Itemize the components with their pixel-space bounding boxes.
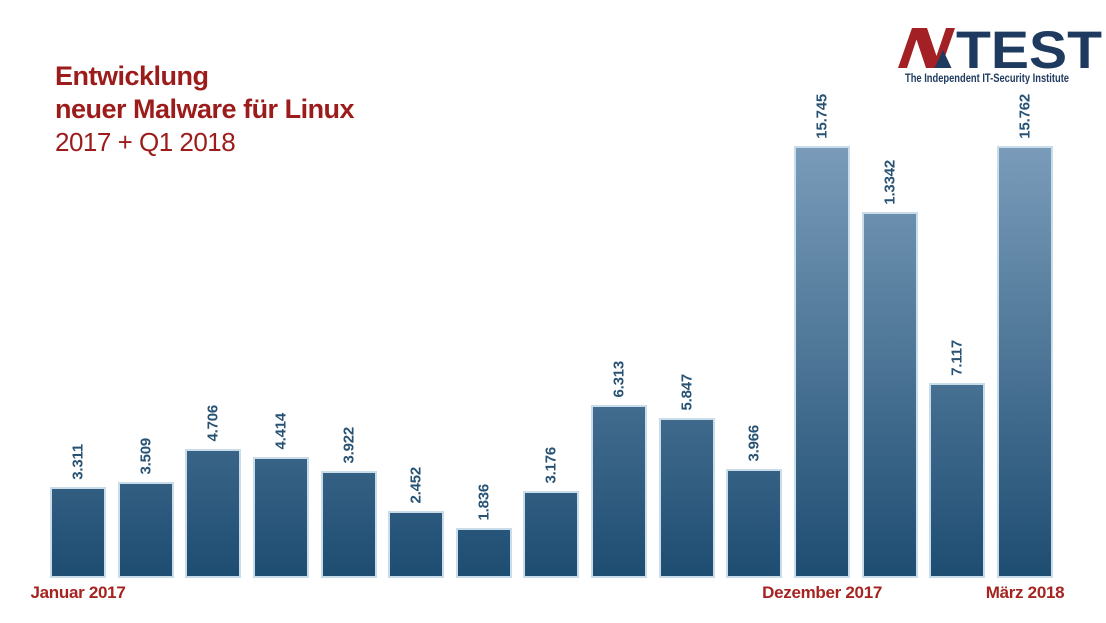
x-axis-label: März 2018 xyxy=(985,583,1065,602)
bar xyxy=(726,469,783,578)
bar-column: 4.706 xyxy=(185,405,242,578)
x-axis-label: Dezember 2017 xyxy=(762,583,883,602)
bar-value-label: 15.745 xyxy=(813,94,831,139)
bar-value-label: 4.706 xyxy=(204,405,222,442)
bar-value-label: 3.509 xyxy=(137,438,155,475)
avtest-logo-mark-av xyxy=(898,28,955,68)
bar-column: 5.847 xyxy=(658,374,715,578)
bar-column: 3.311 xyxy=(50,444,106,578)
bar xyxy=(252,457,309,578)
bar xyxy=(996,146,1053,578)
bar-column: 3.176 xyxy=(523,447,580,578)
bar xyxy=(794,146,851,578)
bar-value-label: 1.3342 xyxy=(881,160,899,205)
bar xyxy=(320,471,377,578)
bar xyxy=(929,383,986,578)
bar-column: 1.3342 xyxy=(861,160,918,578)
avtest-logo-tagline: The Independent IT-Security Institute xyxy=(905,71,1069,84)
bar xyxy=(591,405,648,578)
bar xyxy=(185,449,242,578)
chart-title-line-1: Entwicklung xyxy=(55,61,209,91)
avtest-logo-text: TEST xyxy=(956,26,1102,80)
bar-column: 1.836 xyxy=(455,484,512,578)
bar xyxy=(117,482,174,578)
chart-title: Entwicklung neuer Malware für Linux 2017… xyxy=(55,60,355,159)
bar-column: 3.509 xyxy=(117,438,174,578)
bar-column: 7.117 xyxy=(929,340,986,578)
bar-column: 6.313 xyxy=(591,361,648,578)
bar xyxy=(861,212,918,578)
bar-chart: 3.311 3.509 4.706 4.414 3.922 2.452 1.836 3.176… xyxy=(31,94,1065,602)
bar-column: 2.452 xyxy=(388,467,445,578)
bar-value-label: 3.922 xyxy=(340,427,358,464)
bar-value-label: 3.966 xyxy=(745,425,763,462)
x-axis-label: Januar 2017 xyxy=(30,583,126,602)
bar-column: 3.922 xyxy=(320,427,377,578)
chart-title-line-3: 2017 + Q1 2018 xyxy=(55,127,236,157)
bar-column: 15.745 xyxy=(794,94,851,578)
bar-value-label: 6.313 xyxy=(610,361,628,398)
bar xyxy=(388,511,445,578)
bar-value-label: 7.117 xyxy=(948,340,966,376)
bar-value-label: 4.414 xyxy=(272,413,290,450)
bar-value-label: 1.836 xyxy=(475,484,493,521)
bar-value-label: 2.452 xyxy=(407,467,425,504)
bar-value-label: 15.762 xyxy=(1016,94,1034,139)
bar xyxy=(50,487,106,578)
bar xyxy=(523,491,580,578)
bar-column: 4.414 xyxy=(252,413,309,578)
bar-value-label: 3.176 xyxy=(542,447,560,484)
bar-column: 3.966 xyxy=(726,425,783,578)
chart-title-line-2: neuer Malware für Linux xyxy=(55,94,355,124)
bar-value-label: 3.311 xyxy=(69,444,87,480)
bar-column: 15.762 xyxy=(996,94,1053,578)
avtest-logo: TEST The Independent IT-Security Institu… xyxy=(898,26,1102,84)
bar xyxy=(455,528,512,578)
bar-value-label: 5.847 xyxy=(678,374,696,411)
bar xyxy=(658,418,715,578)
